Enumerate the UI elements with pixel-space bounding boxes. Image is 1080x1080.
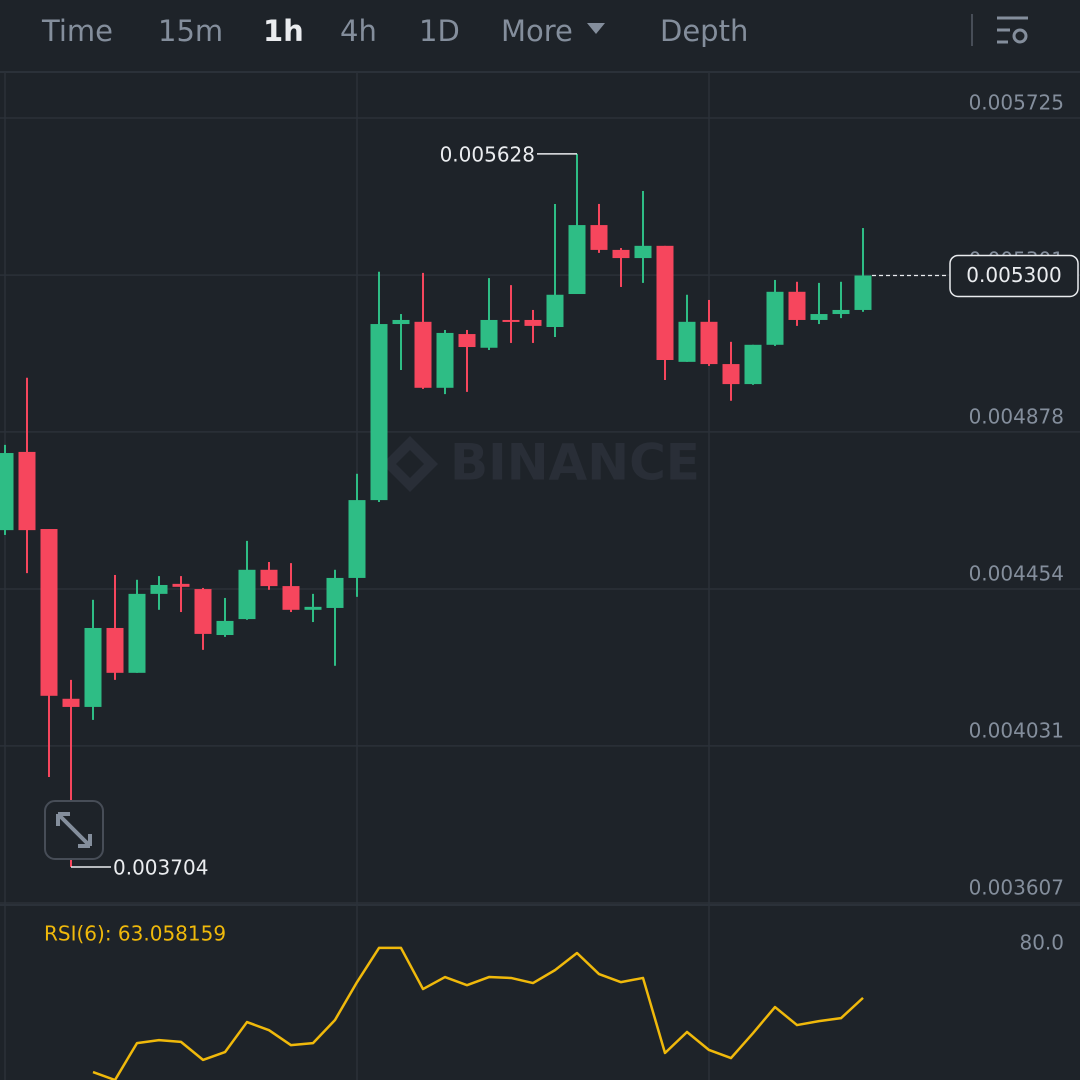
y-tick-label: 0.004031 (969, 718, 1064, 742)
candle-body (436, 332, 454, 388)
low-label: 0.003704 (113, 856, 208, 880)
tab[interactable]: Depth (660, 14, 748, 48)
candle-body (194, 589, 212, 634)
candle-body (612, 249, 630, 259)
candle-body (84, 627, 102, 707)
tab[interactable]: 1h (263, 14, 304, 48)
candle-body (656, 245, 674, 360)
candle-body (326, 577, 344, 608)
indicator-title: RSI(6): 63.058159 (44, 922, 226, 946)
candle-body (458, 334, 476, 348)
tab[interactable]: Time (41, 14, 113, 48)
last-price-box (949, 254, 1079, 298)
candle-body (854, 275, 872, 310)
candle-body (832, 309, 850, 315)
candle-body (546, 294, 564, 328)
candle-body (480, 319, 498, 348)
candle-body (744, 344, 762, 385)
interval-tabs: Time 15m 1h 4h 1D More Depth (41, 14, 748, 48)
candle-body (172, 583, 190, 587)
candle-body (62, 698, 80, 707)
candle-body (304, 606, 322, 610)
candle-body (216, 620, 234, 636)
candle-body (788, 291, 806, 320)
candle-body (502, 319, 520, 322)
rsi-line (92, 946, 864, 1080)
candle-body (722, 364, 740, 385)
candle-body (678, 321, 696, 362)
tab[interactable]: 4h (340, 14, 377, 48)
tab[interactable]: 15m (158, 14, 223, 48)
watermark-text: BINANCE (450, 434, 700, 492)
candle-body (700, 321, 718, 365)
settings-icon[interactable] (997, 16, 1028, 44)
candle-body (524, 319, 542, 326)
candle-body (810, 314, 828, 320)
candle-body (634, 245, 652, 259)
plot: 0.0057250.0053010.0048780.0044540.004031… (0, 90, 1080, 1080)
candle-body (392, 319, 410, 325)
candle-body (128, 593, 146, 673)
tab[interactable]: 1D (419, 14, 460, 48)
candle-body (150, 584, 168, 594)
candle-body (590, 225, 608, 250)
high-label: 0.005628 (440, 142, 535, 166)
y-tick-label: 0.005725 (969, 90, 1064, 114)
y-tick-label: 0.004454 (969, 562, 1064, 586)
candle-body (238, 569, 256, 620)
dropdown-arrow[interactable] (587, 23, 605, 34)
y-tick-label: 0.004878 (969, 404, 1064, 428)
watermark: BINANCE (382, 434, 700, 492)
candle-body (106, 627, 124, 673)
candle-body (348, 500, 366, 578)
candle-body (414, 321, 432, 388)
y-tick-label: 80.0 (1019, 931, 1064, 955)
candle-body (766, 291, 784, 345)
expand-button[interactable] (44, 800, 104, 860)
candle-body (568, 225, 586, 295)
candle-body (282, 586, 300, 610)
candle-body (18, 451, 36, 531)
tab[interactable]: More (501, 14, 573, 48)
candle-body (40, 529, 58, 696)
candle-body (260, 569, 278, 587)
last-price-label: 0.005300 (966, 263, 1061, 287)
candle-body (0, 453, 14, 531)
y-tick-label: 0.003607 (969, 876, 1064, 900)
candle-body (370, 324, 388, 501)
